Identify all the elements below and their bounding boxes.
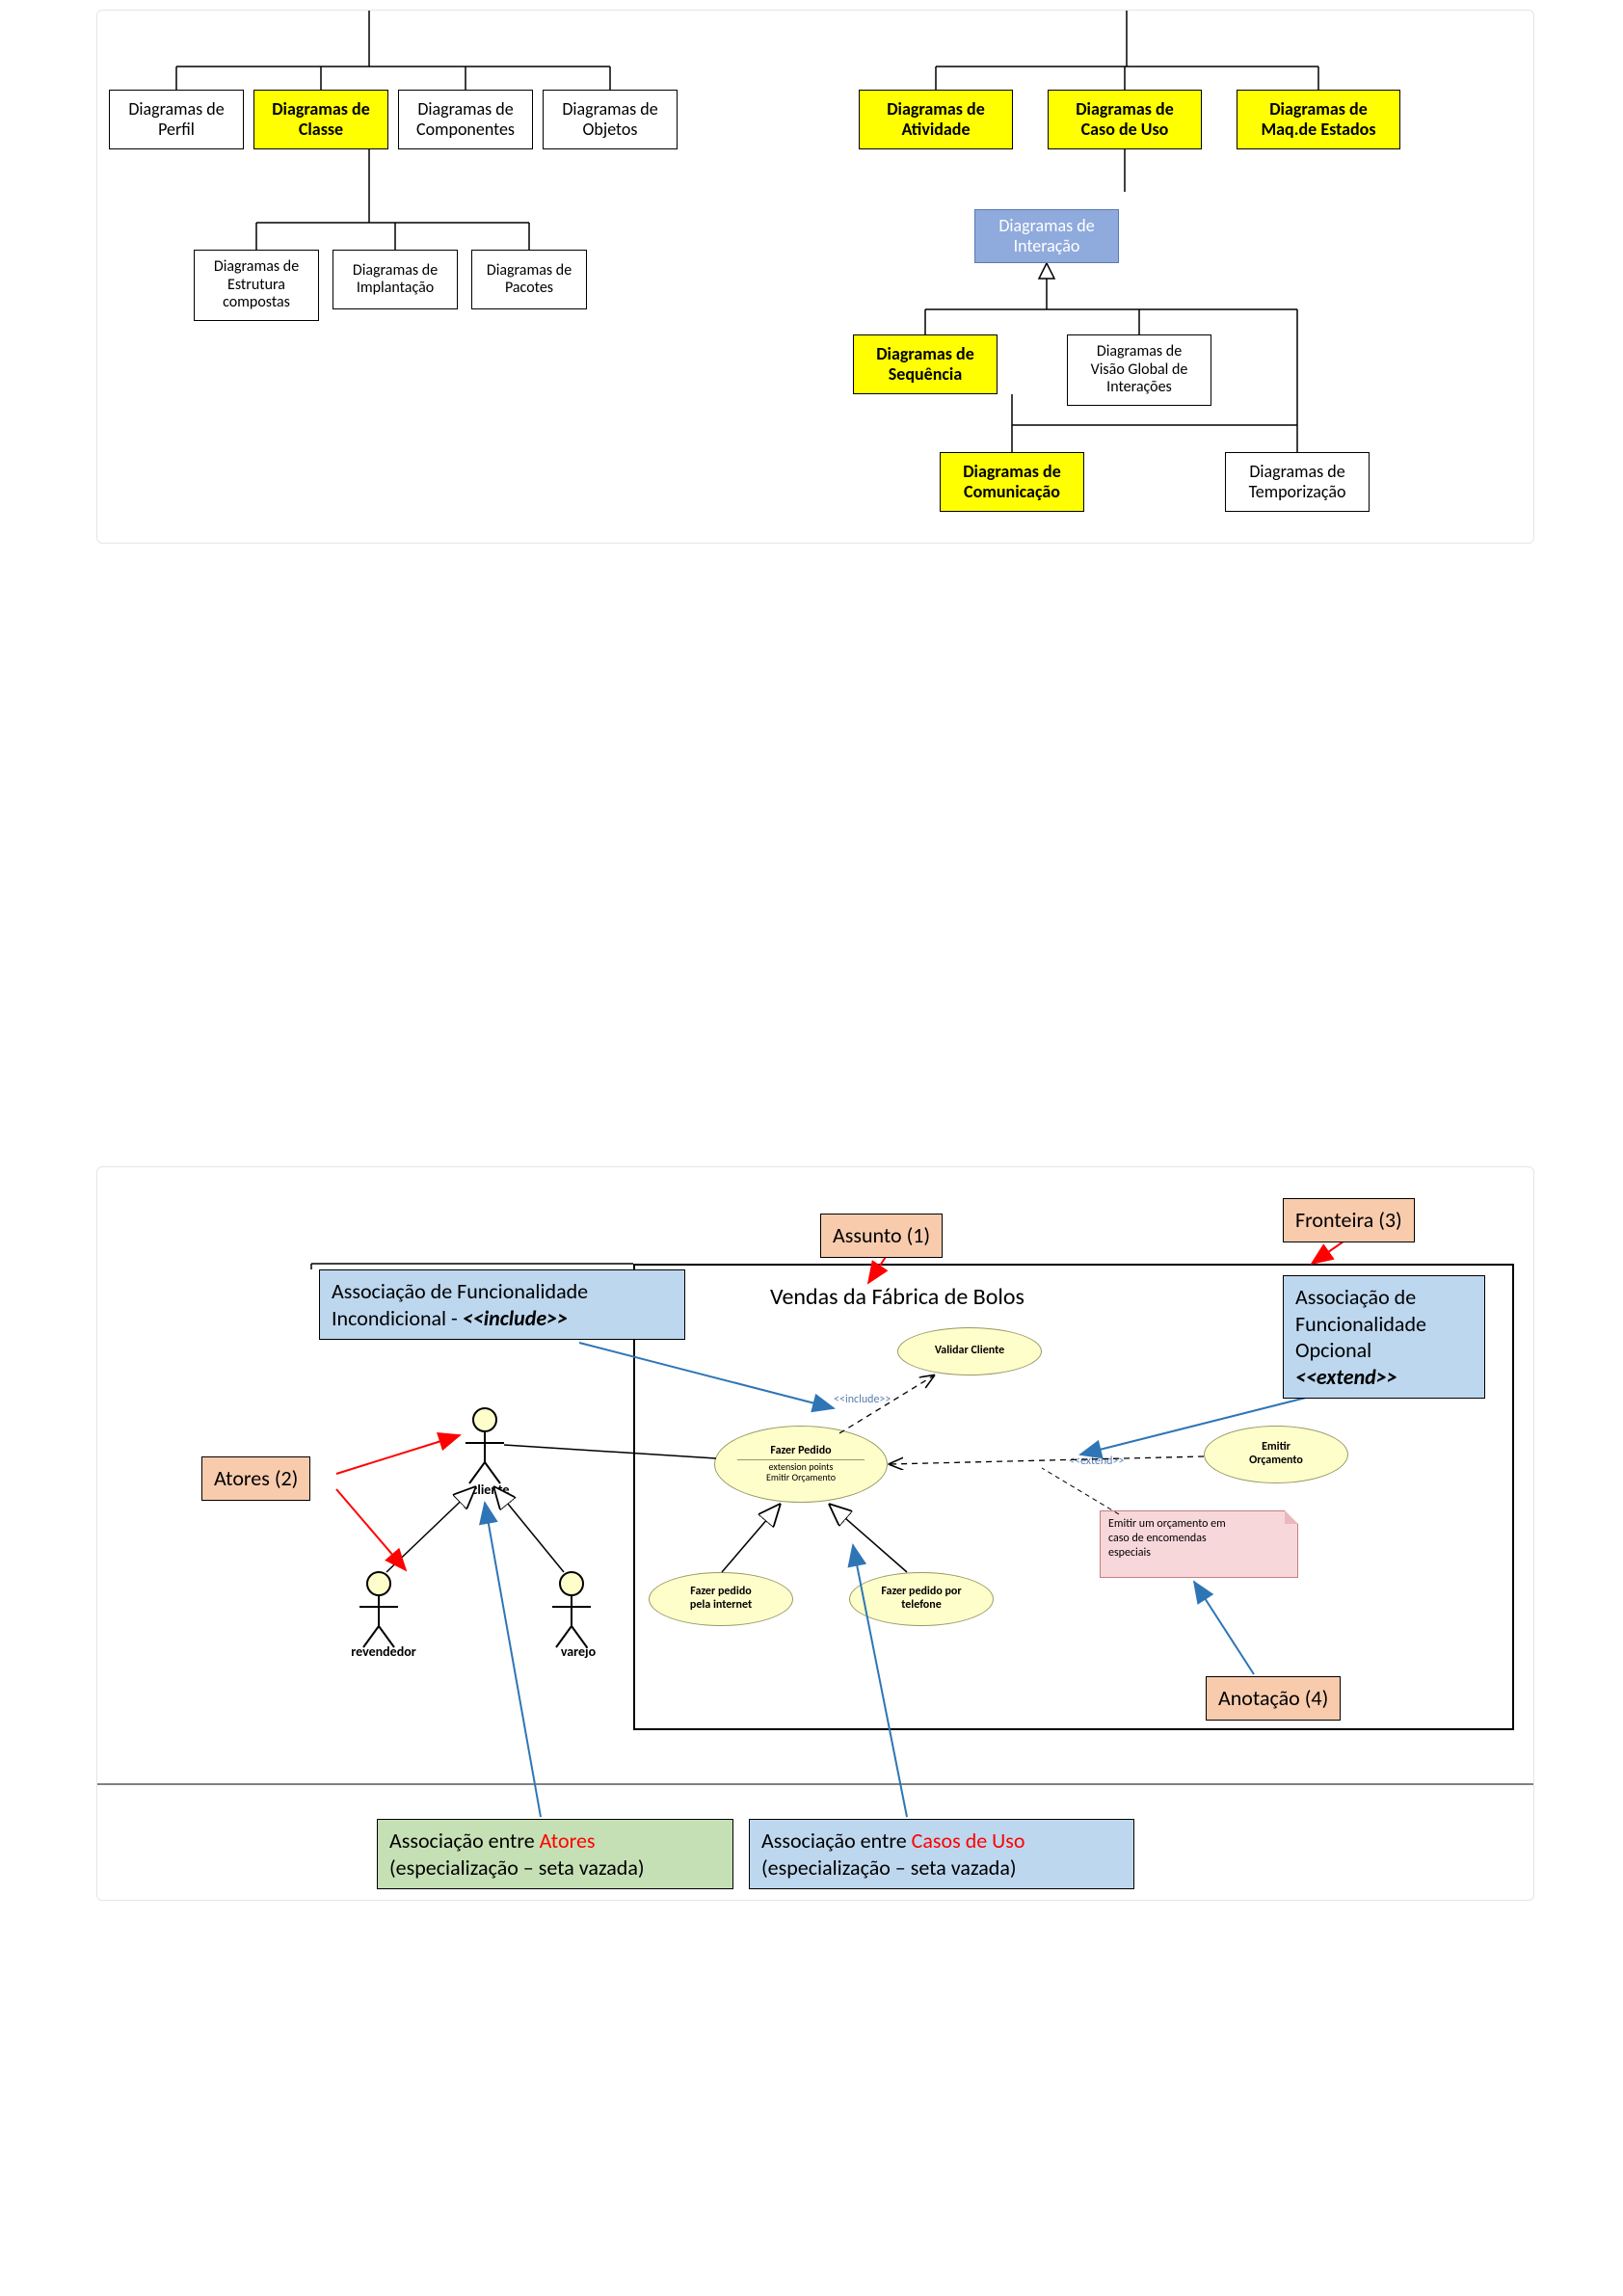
line2: Funcionalidade: [1295, 1311, 1426, 1337]
node-casouso: Diagramas deCaso de Uso: [1048, 90, 1202, 149]
line1: Associação de Funcionalidade: [332, 1278, 588, 1304]
callout-extend: Associação de Funcionalidade Opcional <<…: [1283, 1275, 1485, 1399]
label: Diagramas deAtividade: [887, 99, 985, 139]
line3: Opcional: [1295, 1337, 1371, 1363]
callout-anotacao: Anotação (4): [1206, 1676, 1341, 1721]
node-temporizacao: Diagramas deTemporização: [1225, 452, 1370, 512]
actor-revendedor-label: revendedor: [340, 1643, 427, 1660]
label: Diagramas deMaq.de Estados: [1261, 99, 1375, 139]
label: Diagramas deComponentes: [416, 99, 515, 139]
callout-fronteira: Fronteira (3): [1283, 1198, 1415, 1242]
boundary-title: Vendas da Fábrica de Bolos: [724, 1283, 1071, 1311]
text: Atores (2): [214, 1465, 298, 1491]
label: Diagramas deImplantação: [353, 262, 438, 298]
label: Fazer pedidopela internet: [690, 1586, 752, 1613]
actor-varejo-label: varejo: [552, 1643, 604, 1660]
usecase-emitir: EmitirOrçamento: [1204, 1426, 1348, 1483]
pre: Associação entre: [389, 1828, 540, 1854]
text: Fronteira (3): [1295, 1207, 1402, 1233]
callout-atores: Atores (2): [201, 1456, 310, 1501]
actor-cliente-label: cliente: [462, 1482, 519, 1498]
panel-uml-trees: Diagramas dePerfil Diagramas deClasse Di…: [96, 10, 1534, 544]
line2: (especialização – seta vazada): [389, 1855, 645, 1881]
actor-varejo: [552, 1572, 591, 1647]
node-implantacao: Diagramas deImplantação: [333, 250, 458, 309]
label: Diagramas deInteração: [998, 216, 1094, 255]
label: Diagramas deObjetos: [562, 99, 657, 139]
node-maqestados: Diagramas deMaq.de Estados: [1237, 90, 1400, 149]
label: Validar Cliente: [935, 1345, 1004, 1358]
label: Diagramas deClasse: [272, 99, 370, 139]
stereo-include: <<include>>: [834, 1393, 891, 1406]
node-componentes: Diagramas deComponentes: [398, 90, 533, 149]
node-visaoglobal: Diagramas deVisão Global deInterações: [1067, 334, 1211, 406]
usecase-validar: Validar Cliente: [897, 1327, 1042, 1375]
note-encomendas: Emitir um orçamento emcaso de encomendas…: [1100, 1510, 1298, 1578]
red: Casos de Uso: [912, 1828, 1025, 1854]
page: Diagramas dePerfil Diagramas deClasse Di…: [0, 0, 1623, 2296]
label: Diagramas deCaso de Uso: [1076, 99, 1174, 139]
callout-include: Associação de Funcionalidade Incondicion…: [319, 1269, 685, 1340]
usecase-telefone: Fazer pedido portelefone: [849, 1572, 994, 1626]
node-perfil: Diagramas dePerfil: [109, 90, 244, 149]
label: Fazer Pedido: [770, 1445, 831, 1458]
node-classe: Diagramas deClasse: [253, 90, 388, 149]
pre: Associação entre: [761, 1828, 912, 1854]
label: Diagramas deEstruturacompostas: [214, 258, 299, 311]
note-corner: [1285, 1510, 1298, 1524]
label: Diagramas deSequência: [876, 344, 974, 384]
text: Assunto (1): [833, 1222, 930, 1248]
actor-revendedor: [359, 1572, 398, 1647]
label: Diagramas dePacotes: [487, 262, 572, 298]
line2-em: <<include>>: [463, 1305, 568, 1331]
node-atividade: Diagramas deAtividade: [859, 90, 1013, 149]
node-interacao: Diagramas deInteração: [974, 209, 1119, 263]
panel-usecase-diagram: Vendas da Fábrica de Bolos Validar Clien…: [96, 1166, 1534, 1901]
callout-casos-assoc: Associação entre Casos de Uso (especiali…: [749, 1819, 1134, 1889]
line1: Associação de: [1295, 1284, 1416, 1310]
label: Diagramas deVisão Global deInterações: [1091, 343, 1188, 396]
label: Fazer pedido portelefone: [881, 1586, 961, 1613]
node-pacotes: Diagramas dePacotes: [471, 250, 587, 309]
label: EmitirOrçamento: [1249, 1441, 1303, 1468]
actor-cliente: [466, 1408, 504, 1483]
node-sequencia: Diagramas deSequência: [853, 334, 998, 394]
sub2: Emitir Orçamento: [766, 1472, 836, 1483]
note-text: Emitir um orçamento emcaso de encomendas…: [1108, 1517, 1226, 1560]
stereo-extend: <<extend>>: [1069, 1455, 1124, 1468]
callout-assunto: Assunto (1): [820, 1214, 943, 1258]
text: Anotação (4): [1218, 1685, 1328, 1711]
label: Diagramas deComunicação: [963, 462, 1061, 501]
label: Diagramas deTemporização: [1249, 462, 1346, 501]
usecase-internet: Fazer pedidopela internet: [649, 1572, 793, 1626]
usecase-fazer-pedido: Fazer Pedido extension points Emitir Orç…: [714, 1426, 888, 1503]
node-estrutura: Diagramas deEstruturacompostas: [194, 250, 319, 321]
callout-atores-assoc: Associação entre Atores (especialização …: [377, 1819, 733, 1889]
line2: (especialização – seta vazada): [761, 1855, 1017, 1881]
line2-pre: Incondicional -: [332, 1305, 463, 1331]
node-comunicacao: Diagramas deComunicação: [940, 452, 1084, 512]
node-objetos: Diagramas deObjetos: [543, 90, 678, 149]
line4-em: <<extend>>: [1295, 1364, 1397, 1390]
label: Diagramas dePerfil: [128, 99, 224, 139]
red: Atores: [540, 1828, 596, 1854]
